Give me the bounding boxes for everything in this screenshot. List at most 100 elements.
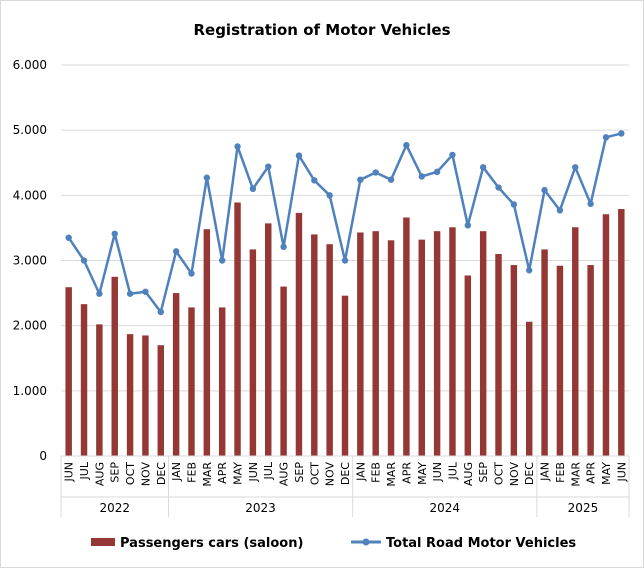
line-point [403, 141, 410, 149]
line-point [618, 130, 625, 137]
bar [65, 287, 72, 456]
x-tick-label: NOV [324, 462, 337, 487]
x-tick-label: AUG [462, 462, 475, 486]
y-tick-label: 4.000 [13, 188, 47, 202]
x-tick-label: FEB [185, 462, 198, 483]
x-tick-label: DEC [339, 462, 352, 485]
bar [418, 239, 425, 456]
line-point [280, 243, 287, 251]
line-point [341, 257, 349, 264]
line-point [372, 169, 379, 176]
x-tick-label: DEC [523, 462, 536, 485]
x-tick-label: SEP [109, 462, 122, 483]
bar [203, 229, 211, 456]
x-tick-label: FEB [554, 462, 567, 483]
x-tick-label: OCT [308, 462, 321, 485]
x-tick-label: JUL [262, 461, 275, 480]
x-tick-label: JUN [63, 462, 76, 483]
x-tick-label: JUL [446, 461, 459, 480]
line-point [65, 234, 72, 241]
year-label: 2025 [568, 501, 599, 515]
x-tick-label: APR [400, 462, 413, 484]
bar [433, 231, 441, 456]
series-line [67, 132, 622, 314]
y-tick-label: 5.000 [13, 123, 47, 137]
bar [280, 286, 287, 456]
bar [188, 307, 195, 456]
line-point [234, 143, 241, 150]
line-point [111, 230, 118, 237]
x-tick-label: JAN [170, 462, 183, 482]
bar [572, 227, 579, 456]
bar [326, 244, 333, 456]
x-tick-label: MAR [201, 462, 214, 487]
x-tick-label: SEP [293, 462, 306, 483]
bar [157, 345, 165, 456]
bar [357, 232, 364, 456]
line-point [265, 163, 272, 170]
line-point [587, 200, 594, 208]
x-tick-label: OCT [493, 462, 506, 485]
line-point [80, 257, 88, 264]
line-point [96, 290, 103, 297]
line-point [249, 185, 257, 193]
line-point [541, 186, 548, 194]
bar [403, 217, 410, 456]
x-tick-label: MAR [385, 462, 398, 487]
line-point [464, 222, 472, 229]
x-tick-label: JAN [539, 462, 552, 482]
x-tick-label: OCT [124, 462, 137, 485]
bar [80, 304, 88, 456]
x-tick-label: JUN [247, 462, 260, 483]
bar [449, 227, 456, 456]
line-point [433, 168, 441, 176]
line-point [479, 164, 487, 171]
x-tick-label: MAY [600, 462, 613, 485]
x-tick-label: JUN [615, 462, 628, 483]
bar [541, 249, 548, 456]
chart-title: Registration of Motor Vehicles [193, 21, 450, 39]
bar [525, 321, 533, 456]
bar [96, 324, 103, 456]
line-point [418, 173, 425, 180]
legend-label-passenger-cars: Passengers cars (saloon) [120, 536, 303, 551]
bar [265, 223, 272, 456]
y-tick-label: 1.000 [13, 384, 47, 398]
legend-label-total-vehicles: Total Road Motor Vehicles [386, 536, 576, 551]
line-point [218, 257, 226, 264]
x-tick-label: JUL [78, 461, 91, 480]
line-point [126, 290, 134, 297]
bar [295, 212, 303, 456]
line-point [556, 207, 564, 214]
line-point [449, 151, 456, 159]
bar [618, 209, 625, 456]
bar [172, 293, 180, 456]
bar [311, 234, 318, 456]
line-point [157, 308, 164, 316]
line-point [526, 267, 533, 274]
line-point [495, 184, 502, 191]
line-point [357, 176, 364, 183]
year-label: 2024 [430, 501, 461, 515]
x-tick-label: APR [216, 462, 229, 484]
line-point [188, 270, 195, 277]
y-tick-label: 0 [39, 449, 47, 463]
x-tick-label: NOV [508, 462, 521, 487]
x-tick-label: MAR [569, 462, 582, 487]
line-point [295, 152, 303, 159]
year-label: 2023 [245, 501, 276, 515]
bar [341, 295, 349, 456]
line-point [326, 192, 333, 199]
line-point [510, 201, 518, 208]
line-point [311, 177, 318, 184]
year-label: 2022 [99, 501, 130, 515]
x-tick-label: AUG [93, 462, 106, 486]
legend: Passengers cars (saloon) Total Road Moto… [91, 536, 576, 551]
bar [234, 202, 241, 456]
bar [387, 240, 395, 456]
line-point [572, 164, 579, 171]
x-tick-label: FEB [370, 462, 383, 483]
x-tick-label: JAN [354, 462, 367, 482]
bar [372, 231, 379, 456]
